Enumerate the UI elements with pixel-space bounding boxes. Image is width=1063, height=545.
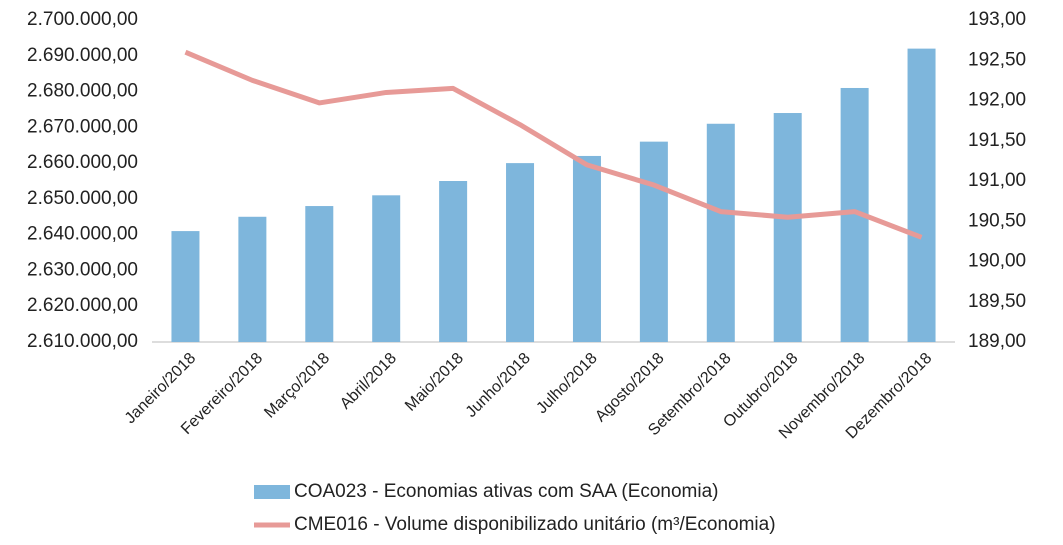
- y2-tick-label: 189,50: [968, 291, 1026, 312]
- bar: [506, 163, 535, 342]
- x-tick-label: Março/2018: [261, 350, 333, 422]
- bar: [372, 195, 401, 342]
- line-series: [184, 49, 923, 240]
- x-tick-label: Junho/2018: [463, 350, 534, 421]
- bar: [639, 141, 668, 342]
- y-tick-label: 2.680.000,00: [27, 81, 138, 102]
- bar: [439, 181, 468, 342]
- bar: [305, 206, 334, 342]
- x-tick-label: Agosto/2018: [592, 350, 668, 426]
- y-tick-label: 2.690.000,00: [27, 45, 138, 66]
- bar: [773, 113, 802, 343]
- bar: [907, 48, 936, 342]
- y2-tick-label: 190,50: [968, 210, 1026, 231]
- x-tick-label: Maio/2018: [402, 350, 467, 415]
- bar: [572, 155, 601, 342]
- y-tick-label: 2.670.000,00: [27, 116, 138, 137]
- y-tick-label: 2.640.000,00: [27, 224, 138, 245]
- y2-tick-label: 191,00: [968, 170, 1026, 191]
- y-tick-label: 2.610.000,00: [27, 331, 138, 352]
- x-tick-label: Julho/2018: [533, 350, 600, 417]
- legend-label: CME016 - Volume disponibilizado unitário…: [294, 514, 776, 535]
- bar: [706, 123, 735, 342]
- y2-tick-label: 192,00: [968, 90, 1026, 111]
- bar: [238, 216, 267, 342]
- y-tick-label: 2.630.000,00: [27, 259, 138, 280]
- y2-tick-label: 192,50: [968, 49, 1026, 70]
- y2-tick-label: 190,00: [968, 251, 1026, 272]
- legend-label: COA023 - Economias ativas com SAA (Econo…: [294, 481, 719, 502]
- legend-swatch: [254, 485, 290, 499]
- y-tick-label: 2.620.000,00: [27, 295, 138, 316]
- y2-tick-label: 191,50: [968, 130, 1026, 151]
- y2-tick-label: 189,00: [968, 331, 1026, 352]
- y-tick-label: 2.650.000,00: [27, 188, 138, 209]
- y2-tick-label: 193,00: [968, 9, 1026, 30]
- x-tick-label: Abril/2018: [337, 350, 400, 413]
- y-tick-label: 2.660.000,00: [27, 152, 138, 173]
- y-tick-label: 2.700.000,00: [27, 9, 138, 30]
- bar: [171, 231, 200, 342]
